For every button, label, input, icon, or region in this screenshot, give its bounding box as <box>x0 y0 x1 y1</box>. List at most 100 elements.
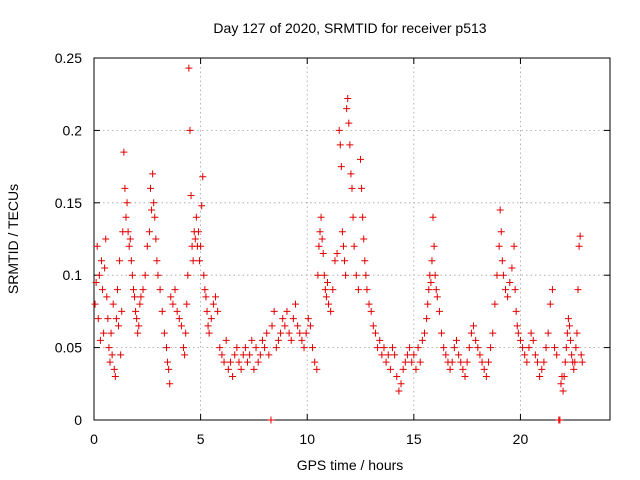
data-point <box>560 373 568 381</box>
data-point <box>165 365 173 373</box>
data-point <box>322 293 330 301</box>
data-point <box>336 141 344 149</box>
data-point <box>116 257 124 265</box>
data-point <box>432 286 440 294</box>
data-point <box>463 358 471 366</box>
data-point <box>363 286 371 294</box>
data-point <box>371 329 379 337</box>
data-point <box>129 286 137 294</box>
data-point <box>229 373 237 381</box>
data-point <box>382 358 390 366</box>
data-point <box>309 344 317 352</box>
data-point <box>298 336 306 344</box>
data-point <box>101 264 109 272</box>
data-point <box>289 315 297 323</box>
data-point <box>459 365 467 373</box>
data-point <box>306 322 314 330</box>
data-point <box>412 365 420 373</box>
data-point <box>431 271 439 279</box>
data-point <box>160 329 168 337</box>
data-point <box>300 344 308 352</box>
data-point <box>137 293 145 301</box>
data-point <box>180 344 188 352</box>
data-point <box>184 271 192 279</box>
data-point <box>347 170 355 178</box>
data-point <box>156 286 164 294</box>
data-point <box>317 213 325 221</box>
data-point <box>467 329 475 337</box>
data-point <box>570 365 578 373</box>
data-point <box>261 344 269 352</box>
data-point <box>122 213 130 221</box>
data-point <box>339 242 347 250</box>
data-point <box>239 351 247 359</box>
y-tick-label: 0.2 <box>63 122 83 138</box>
data-point <box>352 271 360 279</box>
data-point <box>414 344 422 352</box>
data-point <box>263 329 271 337</box>
data-point <box>205 329 213 337</box>
data-point <box>345 119 353 127</box>
data-point <box>450 344 458 352</box>
data-point <box>197 242 205 250</box>
chart-title: Day 127 of 2020, SRMTID for receiver p51… <box>213 20 486 36</box>
data-point <box>120 148 128 156</box>
data-point <box>241 344 249 352</box>
data-point <box>563 329 571 337</box>
data-point <box>171 286 179 294</box>
data-point <box>102 235 110 243</box>
data-point <box>285 329 293 337</box>
data-point <box>508 264 516 272</box>
data-point <box>233 344 241 352</box>
data-point <box>367 307 375 315</box>
data-point <box>457 358 465 366</box>
data-point <box>578 358 586 366</box>
data-point <box>567 336 575 344</box>
data-point <box>406 344 414 352</box>
data-point <box>311 358 319 366</box>
data-point <box>564 315 572 323</box>
data-point <box>571 358 579 366</box>
data-point <box>108 351 116 359</box>
data-point <box>498 257 506 265</box>
data-point <box>346 141 354 149</box>
data-point <box>519 344 527 352</box>
data-point <box>562 344 570 352</box>
data-point <box>248 336 256 344</box>
data-point <box>574 286 582 294</box>
tick-layer: 0 0.05 0.1 0.15 0.2 0.25 0 5 10 15 20 <box>55 50 610 447</box>
data-point <box>348 184 356 192</box>
data-point <box>491 300 499 308</box>
data-point <box>548 286 556 294</box>
data-point <box>529 336 537 344</box>
x-tick-label: 20 <box>513 431 529 447</box>
data-point <box>182 329 190 337</box>
data-point <box>235 358 243 366</box>
data-point <box>440 344 448 352</box>
data-point <box>294 322 302 330</box>
data-point <box>270 307 278 315</box>
data-point <box>121 184 129 192</box>
data-point <box>393 373 401 381</box>
data-point <box>201 286 209 294</box>
data-point <box>139 286 147 294</box>
data-point <box>220 358 228 366</box>
data-point <box>173 307 181 315</box>
data-point <box>254 358 262 366</box>
data-point <box>112 315 120 323</box>
x-tick-label: 10 <box>299 431 315 447</box>
data-point <box>158 307 166 315</box>
data-point <box>572 344 580 352</box>
data-point <box>164 358 172 366</box>
data-point <box>395 387 403 395</box>
data-point <box>513 322 521 330</box>
data-point <box>268 322 276 330</box>
data-point <box>167 293 175 301</box>
data-point <box>99 286 107 294</box>
data-point <box>107 329 115 337</box>
data-point <box>104 315 112 323</box>
data-point <box>512 307 520 315</box>
data-point <box>418 336 426 344</box>
data-point <box>113 286 121 294</box>
